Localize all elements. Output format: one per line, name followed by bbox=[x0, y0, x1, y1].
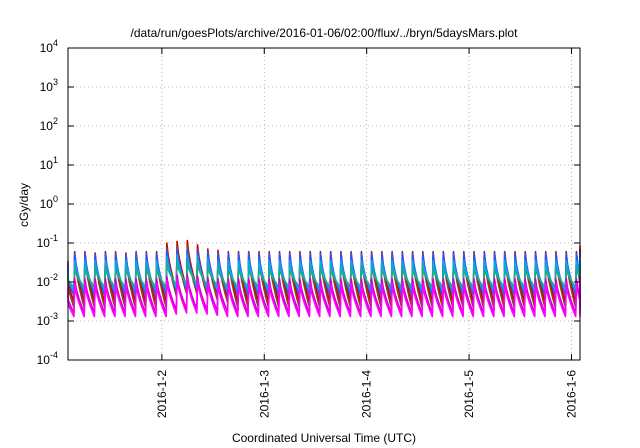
x-tick-label: 2016-1-3 bbox=[257, 370, 271, 418]
x-tick-label: 2016-1-2 bbox=[155, 370, 169, 418]
y-tick-label: 104 bbox=[40, 38, 58, 55]
y-tick-label: 10-2 bbox=[37, 272, 58, 289]
y-tick-label: 101 bbox=[40, 155, 58, 172]
y-tick-label: 103 bbox=[40, 77, 58, 94]
x-tick-label: 2016-1-6 bbox=[564, 370, 578, 418]
y-tick-label: 10-4 bbox=[37, 350, 58, 367]
y-tick-label: 102 bbox=[40, 116, 58, 133]
x-axis: 2016-1-2 2016-1-3 2016-1-4 2016-1-5 2016-1-6 bbox=[155, 48, 578, 418]
y-tick-label: 10-3 bbox=[37, 311, 58, 328]
x-tick-label: 2016-1-4 bbox=[360, 370, 374, 418]
x-tick-label: 2016-1-5 bbox=[462, 370, 476, 418]
series-layer bbox=[67, 239, 581, 318]
y-tick-label: 10-1 bbox=[37, 233, 58, 250]
y-axis: 10-4 10-3 10-2 10-1 100 101 102 103 104 bbox=[37, 38, 580, 367]
y-axis-label: cGy/day bbox=[17, 183, 31, 227]
y-tick-label: 100 bbox=[40, 194, 58, 211]
x-axis-label: Coordinated Universal Time (UTC) bbox=[232, 431, 416, 445]
chart-title: /data/run/goesPlots/archive/2016-01-06/0… bbox=[131, 26, 519, 40]
